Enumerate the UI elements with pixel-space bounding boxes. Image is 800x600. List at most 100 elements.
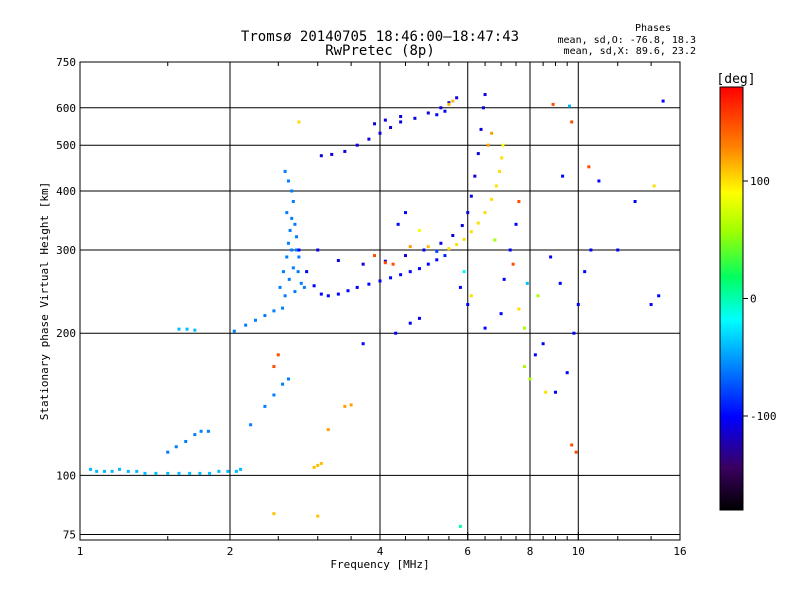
data-point	[633, 200, 637, 204]
data-point	[652, 184, 656, 188]
data-point	[188, 471, 192, 475]
data-point	[293, 222, 297, 226]
y-axis-label: Stationary phase Virtual Height [km]	[38, 182, 51, 420]
data-point	[355, 285, 359, 289]
data-point	[439, 241, 443, 245]
x-tick-label: 8	[527, 545, 534, 558]
data-point	[226, 469, 230, 473]
data-point	[523, 365, 527, 369]
data-point	[455, 243, 459, 247]
colorbar-tick-label: -100	[750, 410, 777, 423]
data-point	[494, 184, 498, 188]
data-point	[426, 111, 430, 115]
data-point	[399, 120, 403, 124]
colorbar-label: [deg]	[716, 72, 755, 87]
data-point	[89, 467, 93, 471]
data-point	[447, 247, 451, 251]
data-point	[234, 469, 238, 473]
data-point	[295, 248, 299, 252]
data-point	[355, 143, 359, 147]
data-point	[272, 393, 276, 397]
y-ticks: 75 100 200 300 400 500 600 750	[56, 56, 76, 541]
data-point	[286, 377, 290, 381]
data-point	[469, 230, 473, 234]
data-point	[281, 382, 285, 386]
data-point	[330, 152, 334, 156]
data-point	[657, 294, 661, 298]
data-point	[383, 261, 387, 265]
data-point	[413, 116, 417, 120]
data-point	[462, 270, 466, 274]
data-point	[295, 235, 299, 239]
data-point	[336, 292, 340, 296]
data-point	[299, 281, 303, 285]
data-point	[367, 282, 371, 286]
data-point	[343, 404, 347, 408]
data-point	[517, 307, 521, 311]
data-point	[126, 469, 130, 473]
data-point	[458, 524, 462, 528]
data-point	[408, 245, 412, 249]
data-point	[319, 461, 323, 465]
data-point	[336, 259, 340, 263]
data-point	[483, 93, 487, 97]
phase-stats-x: mean, sd,X: 89.6, 23.2	[564, 46, 696, 57]
data-point	[396, 222, 400, 226]
data-point	[367, 137, 371, 141]
data-point	[143, 471, 147, 475]
data-point	[501, 143, 505, 147]
data-point	[383, 118, 387, 122]
data-point	[297, 255, 301, 259]
data-point	[417, 316, 421, 320]
data-point	[451, 233, 455, 237]
y-tick-label: 75	[63, 528, 76, 541]
data-point	[587, 165, 591, 169]
data-point	[528, 377, 532, 381]
data-point	[498, 169, 502, 173]
data-point	[549, 255, 553, 259]
data-point	[208, 471, 212, 475]
data-point	[544, 390, 548, 394]
data-point	[389, 126, 393, 130]
data-point	[389, 276, 393, 280]
data-point	[476, 152, 480, 156]
data-point	[533, 353, 537, 357]
data-point	[500, 156, 504, 160]
colorbar-tick-label: 0	[750, 293, 757, 306]
data-point	[422, 248, 426, 252]
data-point	[576, 303, 580, 307]
data-point	[285, 211, 289, 215]
data-point	[135, 469, 139, 473]
data-point	[291, 200, 295, 204]
phase-stats-o: mean, sd,O: -76.8, 18.3	[558, 35, 696, 46]
data-point	[361, 262, 365, 266]
x-tick-label: 6	[464, 545, 471, 558]
data-point	[184, 439, 188, 443]
data-point	[558, 281, 562, 285]
data-point	[435, 249, 439, 253]
data-point	[290, 189, 294, 193]
data-point	[206, 429, 210, 433]
data-point	[272, 365, 276, 369]
data-point	[319, 292, 323, 296]
x-tick-label: 16	[673, 545, 686, 558]
data-point	[493, 238, 497, 242]
data-point	[589, 248, 593, 252]
data-point	[514, 222, 518, 226]
data-point	[361, 342, 365, 346]
data-point	[302, 285, 306, 289]
plot-frame	[79, 61, 681, 541]
data-point	[443, 254, 447, 258]
data-point	[570, 120, 574, 124]
data-point	[565, 371, 569, 375]
data-point	[249, 423, 253, 427]
data-point	[285, 255, 289, 259]
data-point	[408, 321, 412, 325]
x-tick-label: 2	[227, 545, 234, 558]
data-point	[435, 113, 439, 117]
data-point	[394, 331, 398, 335]
data-point	[177, 471, 181, 475]
data-point	[473, 174, 477, 178]
data-point	[435, 258, 439, 262]
data-point	[511, 262, 515, 266]
